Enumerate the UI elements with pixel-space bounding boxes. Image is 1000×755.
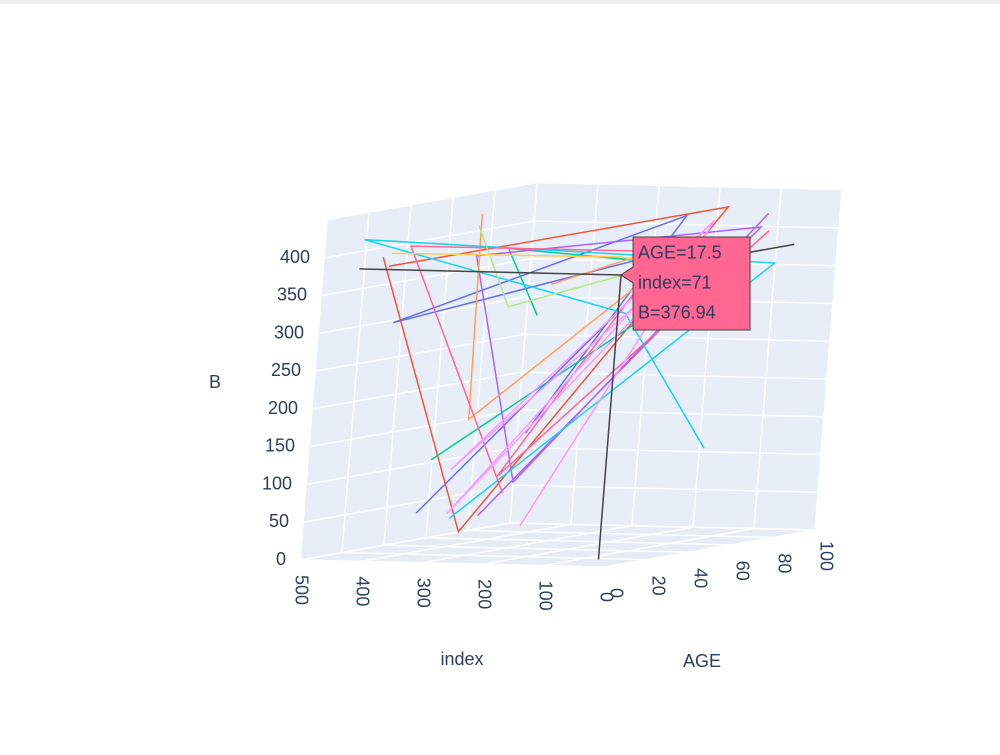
grid-line — [311, 371, 523, 410]
grid-line — [305, 446, 517, 486]
grid-line — [814, 190, 843, 531]
x-tick-label: 40 — [690, 568, 710, 588]
grid-line — [753, 188, 782, 529]
z-axis-title: B — [209, 372, 221, 392]
grid-line — [533, 220, 840, 229]
grid-line — [543, 527, 755, 567]
spike-line — [597, 274, 622, 560]
x-tick-label: 0 — [606, 588, 626, 598]
y-axis-title: index — [440, 649, 483, 669]
grid-line — [320, 258, 532, 297]
hover-text: B=376.94 — [638, 303, 716, 323]
scene: 0 20 40 60 80 1000100200300400500050100150200… — [262, 183, 843, 611]
grid-line — [425, 537, 732, 546]
x-tick-label: 80 — [774, 553, 794, 573]
floor-pane — [300, 523, 815, 567]
grid-line — [515, 446, 822, 456]
data-line — [382, 205, 731, 534]
wall-pane — [300, 183, 537, 560]
y-tick-label: 100 — [535, 581, 555, 611]
grid-line — [383, 205, 412, 546]
grid-line — [323, 220, 535, 259]
grid-line — [302, 484, 514, 523]
grid-line — [467, 529, 774, 539]
data-line — [430, 247, 721, 461]
y-tick-label: 400 — [352, 576, 372, 606]
y-tick-label: 200 — [474, 579, 494, 609]
data-line — [467, 213, 702, 421]
grid-line — [341, 551, 648, 561]
spike-line — [359, 268, 622, 276]
z-tick-label: 50 — [269, 511, 289, 531]
z-tick-label: 250 — [271, 360, 301, 380]
x-tick-label: 20 — [648, 576, 668, 596]
z-tick-label: 350 — [277, 285, 307, 305]
hover-text: AGE=17.5 — [638, 243, 722, 263]
x-axis-title: AGE — [683, 651, 721, 671]
data-line — [364, 238, 777, 520]
grid-line — [360, 523, 572, 563]
z-tick-label: 100 — [262, 473, 292, 493]
grid-line — [482, 526, 694, 565]
x-tick-label: 100 — [816, 541, 836, 571]
z-tick-label: 300 — [274, 322, 304, 342]
grid-line — [421, 525, 633, 564]
y-tick-label: 300 — [413, 578, 433, 608]
y-tick-label: 0 — [596, 592, 616, 602]
z-tick-label: 200 — [268, 398, 298, 418]
z-tick-label: 0 — [276, 549, 286, 569]
grid-line — [299, 559, 606, 568]
hover-text: index=71 — [638, 273, 712, 293]
z-tick-label: 150 — [265, 436, 295, 456]
grid-line — [299, 522, 511, 561]
grid-line — [521, 371, 828, 380]
grid-line — [299, 220, 328, 561]
grid-line — [512, 484, 819, 493]
grid-line — [604, 529, 816, 568]
hover-box — [620, 236, 751, 331]
top-bar — [0, 0, 1000, 4]
grid-line — [383, 544, 690, 553]
y-tick-label: 500 — [291, 575, 311, 605]
grid-line — [308, 409, 520, 448]
grid-line — [509, 522, 816, 531]
x-tick-label: 60 — [732, 561, 752, 581]
z-tick-label: 400 — [280, 247, 310, 267]
